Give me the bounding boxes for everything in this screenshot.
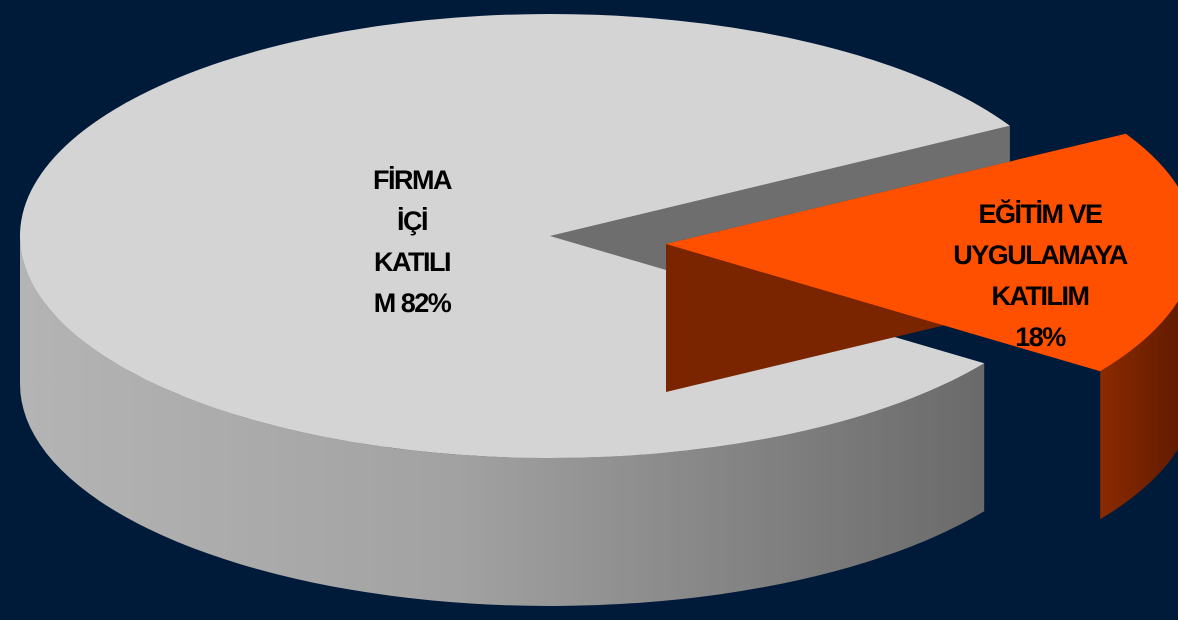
slice-label-line: FİRMA <box>373 165 452 195</box>
slice-label-line: UYGULAMAYA <box>953 240 1128 270</box>
slice-label-line: M 82% <box>373 288 452 318</box>
slice-label-line: KATILI <box>374 247 451 277</box>
pie-slice-side <box>20 236 985 606</box>
slice-label-line: İÇİ <box>396 206 429 236</box>
slice-label-egitim: EĞİTİM VE UYGULAMAYA KATILIM 18% <box>925 194 1155 358</box>
slice-label-line: 18% <box>1015 322 1066 352</box>
slice-label-line: KATILIM <box>991 281 1090 311</box>
pie-slice-egitim <box>666 133 1178 372</box>
slice-label-line: EĞİTİM VE <box>978 199 1103 229</box>
pie-slice-side <box>1100 301 1178 520</box>
slice-label-firma-ici: FİRMA İÇİ KATILI M 82% <box>332 160 492 324</box>
